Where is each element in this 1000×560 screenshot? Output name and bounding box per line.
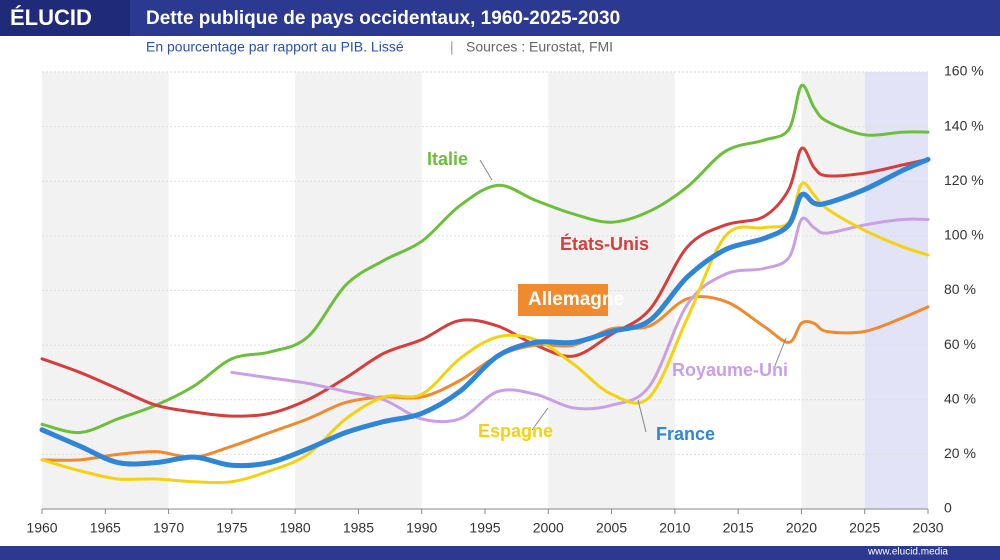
series-label: États-Unis bbox=[560, 233, 649, 254]
chart-title: Dette publique de pays occidentaux, 1960… bbox=[146, 8, 620, 29]
footer-bar bbox=[0, 546, 1000, 560]
y-tick-label: 60 % bbox=[944, 336, 976, 352]
separator: | bbox=[450, 39, 454, 55]
footer: www.elucid.media bbox=[867, 547, 948, 558]
series-label: Royaume-Uni bbox=[672, 360, 788, 380]
y-tick-label: 80 % bbox=[944, 281, 976, 297]
x-tick-label: 2030 bbox=[912, 520, 943, 536]
x-tick-label: 1975 bbox=[216, 520, 247, 536]
x-tick-label: 2025 bbox=[849, 520, 880, 536]
y-tick-label: 0 bbox=[944, 500, 952, 516]
band bbox=[42, 72, 169, 509]
leader-line bbox=[637, 399, 647, 433]
header-bar bbox=[0, 0, 1000, 36]
chart-subtitle: En pourcentage par rapport au PIB. Lissé bbox=[146, 39, 404, 55]
series-label: Italie bbox=[427, 149, 468, 169]
series-label: France bbox=[656, 424, 715, 444]
logo: ÉLUCID bbox=[10, 5, 92, 30]
x-tick-label: 1980 bbox=[280, 520, 311, 536]
y-tick-label: 120 % bbox=[944, 172, 984, 188]
series-line bbox=[230, 216, 930, 424]
label-box bbox=[518, 284, 608, 316]
x-tick-label: 1960 bbox=[26, 520, 57, 536]
x-tick-label: 1990 bbox=[406, 520, 437, 536]
leader-line bbox=[479, 159, 493, 181]
x-tick-label: 2000 bbox=[533, 520, 564, 536]
y-tick-label: 20 % bbox=[944, 445, 976, 461]
x-tick-label: 2020 bbox=[786, 520, 817, 536]
y-tick-label: 100 % bbox=[944, 227, 984, 243]
y-tick-label: 40 % bbox=[944, 390, 976, 406]
leader-line bbox=[531, 407, 549, 431]
series-line bbox=[40, 295, 930, 462]
series-label: Espagne bbox=[478, 421, 553, 441]
leader-line bbox=[773, 337, 787, 369]
y-tick-label: 140 % bbox=[944, 117, 984, 133]
x-tick-label: 2005 bbox=[596, 520, 627, 536]
source: Sources : Eurostat, FMI bbox=[466, 39, 613, 55]
x-tick-label: 1985 bbox=[343, 520, 374, 536]
x-tick-label: 2015 bbox=[723, 520, 754, 536]
x-tick-label: 2010 bbox=[659, 520, 690, 536]
series-line bbox=[40, 83, 930, 435]
x-tick-label: 1995 bbox=[469, 520, 500, 536]
x-tick-label: 1965 bbox=[90, 520, 121, 536]
x-tick-label: 1970 bbox=[153, 520, 184, 536]
series-line bbox=[39, 156, 931, 469]
y-tick-label: 160 % bbox=[944, 63, 984, 79]
series-label: Allemagne bbox=[528, 289, 624, 310]
logo-box bbox=[0, 0, 130, 36]
